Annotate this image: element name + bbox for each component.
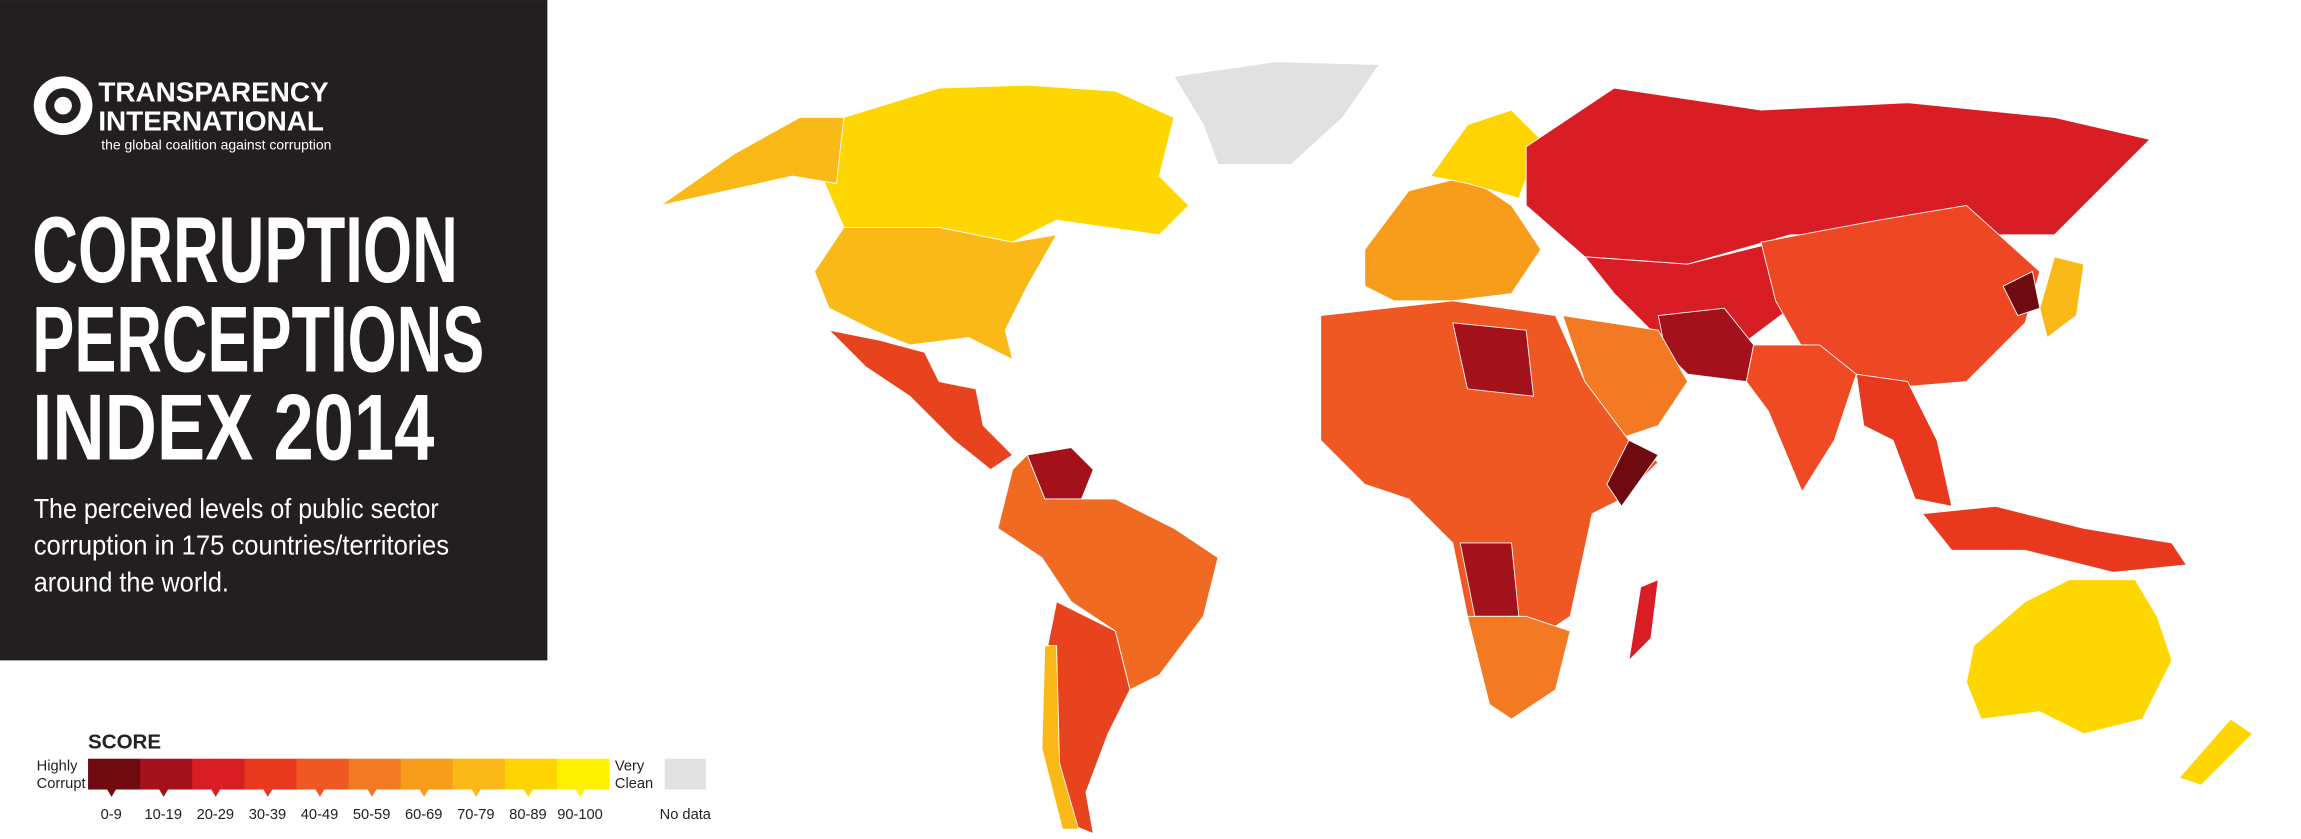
legend-marker xyxy=(367,789,377,797)
legend-swatch xyxy=(140,758,193,790)
subtitle: corruption in 175 countries/territories xyxy=(34,530,449,561)
legend-bin-label: 30-39 xyxy=(249,807,286,823)
legend-bin-label: 70-79 xyxy=(457,807,495,823)
legend-marker xyxy=(107,789,116,797)
subtitle: around the world. xyxy=(34,566,229,597)
greenland xyxy=(1173,61,1381,165)
legend-swatch xyxy=(400,758,454,790)
logo-text: INTERNATIONAL xyxy=(98,106,324,137)
central-asia xyxy=(1583,241,1791,353)
legend-swatch xyxy=(296,758,350,790)
legend-low-label: Highly xyxy=(37,758,78,774)
legend-bin-label: 20-29 xyxy=(197,807,235,823)
mexico-central xyxy=(827,329,1014,471)
legend-swatch xyxy=(556,758,610,790)
alaska xyxy=(660,116,845,206)
legend-bin-label: 80-89 xyxy=(509,807,546,823)
legend-no-data-swatch xyxy=(664,758,706,790)
legend-swatch xyxy=(348,758,402,790)
legend-high-label: Very xyxy=(615,758,645,774)
brazil-andes xyxy=(997,454,1219,691)
legend-swatch xyxy=(452,758,506,790)
subtitle: The perceived levels of public sector xyxy=(34,493,439,524)
legend-title: SCORE xyxy=(88,730,161,753)
legend-low-label: Corrupt xyxy=(37,776,86,792)
legend-bin-label: 10-19 xyxy=(145,807,183,823)
world-map xyxy=(660,61,2254,835)
japan xyxy=(2039,256,2085,339)
legend-no-data-label: No data xyxy=(660,807,712,823)
legend-marker xyxy=(575,789,585,797)
canada xyxy=(821,84,1190,243)
southeast-asia xyxy=(1855,373,1953,507)
logo-text: TRANSPARENCY xyxy=(98,76,329,107)
europe xyxy=(1364,175,1542,302)
tagline: the global coalition against corruption xyxy=(101,137,331,153)
libya xyxy=(1452,322,1535,397)
title: PERCEPTIONS xyxy=(32,286,484,391)
india xyxy=(1745,344,1857,493)
legend-marker xyxy=(263,789,273,797)
africa-north xyxy=(1320,300,1659,647)
legend-swatch xyxy=(504,758,558,790)
logo-mark-dot xyxy=(54,96,72,115)
somalia xyxy=(1606,439,1659,508)
legend-marker xyxy=(523,789,533,797)
legend-high-label: Clean xyxy=(615,776,653,792)
legend-bin-label: 0-9 xyxy=(101,807,122,823)
legend-bin-label: 90-100 xyxy=(557,807,603,823)
chile xyxy=(1041,645,1080,830)
legend-bin-label: 40-49 xyxy=(301,807,339,823)
legend-swatch xyxy=(88,758,141,790)
legend-bin-label: 60-69 xyxy=(405,807,443,823)
legend-marker xyxy=(419,789,429,797)
southern-africa xyxy=(1466,615,1571,720)
legend-marker xyxy=(315,789,325,797)
legend-marker xyxy=(471,789,481,797)
indonesia xyxy=(1921,505,2188,573)
title: CORRUPTION xyxy=(32,197,458,302)
legend-marker xyxy=(211,789,221,797)
legend-marker xyxy=(159,789,169,797)
madagascar xyxy=(1628,578,1659,662)
new-zealand xyxy=(2178,718,2254,786)
australia xyxy=(1965,579,2173,735)
title: INDEX 2014 xyxy=(32,374,434,479)
legend-swatch xyxy=(244,758,298,790)
china xyxy=(1760,204,2041,390)
legend-swatch xyxy=(192,758,246,790)
legend-bin-label: 50-59 xyxy=(353,807,390,823)
usa xyxy=(813,227,1058,361)
